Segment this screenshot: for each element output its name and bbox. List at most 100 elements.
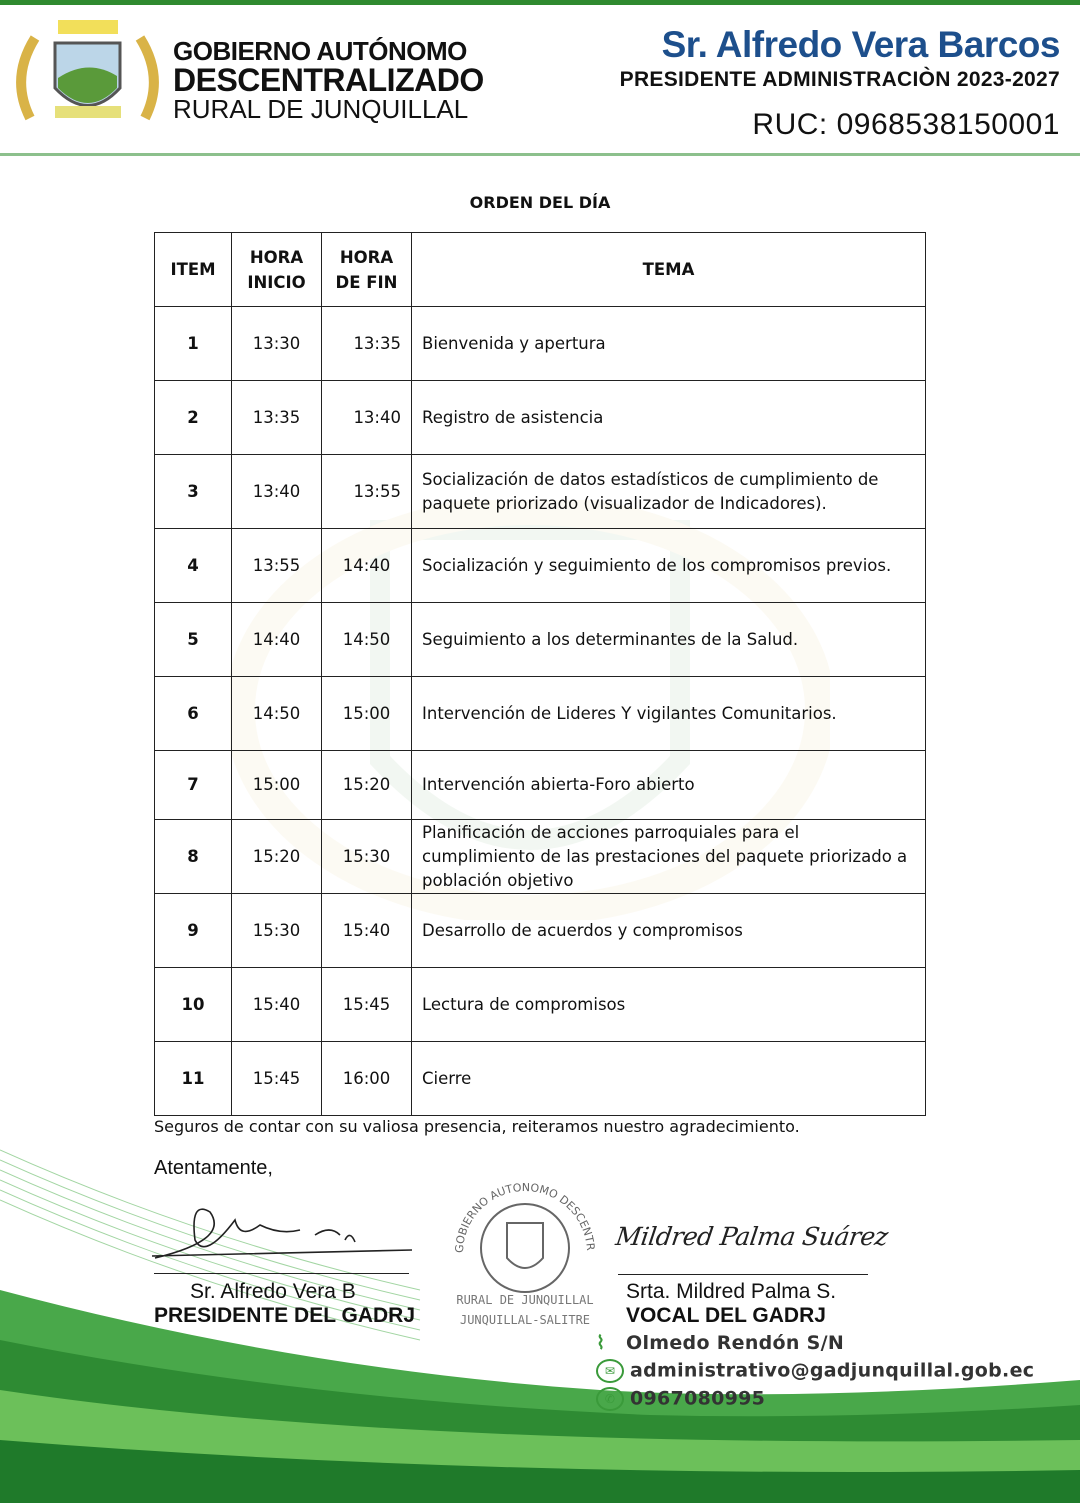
topic-cell: Intervención de Lideres Y vigilantes Com… (411, 676, 926, 751)
col-start: HORA INICIO (231, 232, 322, 307)
start-time-cell: 15:00 (231, 750, 322, 820)
topic-cell: Desarrollo de acuerdos y compromisos (411, 893, 926, 968)
official-seal: GOBIERNO AUTONOMO DESCENTRALIZADO RURAL … (445, 1178, 597, 1327)
top-green-bar (0, 0, 1080, 5)
end-time-cell: 13:35 (321, 306, 412, 381)
gad-logo (16, 20, 159, 121)
phone-line: ✆ 0967080995 (596, 1387, 765, 1411)
end-time-cell: 13:55 (321, 454, 412, 529)
item-cell: 11 (154, 1041, 232, 1116)
table-row: 4 13:55 14:40 Socialización y seguimiento d… (154, 528, 926, 603)
end-time-cell: 15:30 (321, 819, 412, 894)
topic-cell: Planificación de acciones parroquiales p… (411, 819, 926, 894)
start-time-cell: 14:50 (231, 676, 322, 751)
right-signatory-role: VOCAL DEL GADRJ (626, 1304, 826, 1327)
end-time-cell: 15:20 (321, 750, 412, 820)
item-cell: 3 (154, 454, 232, 529)
phone-icon: ✆ (596, 1387, 624, 1411)
item-cell: 7 (154, 750, 232, 820)
table-header-row: ITEM HORA INICIO HORA DE FIN TEMA (154, 232, 926, 307)
end-time-cell: 14:50 (321, 602, 412, 677)
start-time-cell: 15:45 (231, 1041, 322, 1116)
salutation: Atentamente, (154, 1157, 273, 1179)
president-role: PRESIDENTE ADMINISTRACIÒN 2023-2027 (619, 68, 1060, 91)
topic-cell: Cierre (411, 1041, 926, 1116)
table-row: 5 14:40 14:50 Seguimiento a los determinant… (154, 602, 926, 677)
topic-cell: Lectura de compromisos (411, 967, 926, 1042)
org-line2: DESCENTRALIZADO (173, 62, 484, 98)
right-signature-line (618, 1274, 868, 1275)
svg-text:GOBIERNO AUTONOMO DESCENTRALIZ: GOBIERNO AUTONOMO DESCENTRALIZADO (445, 1178, 597, 1253)
topic-cell: Socialización de datos estadísticos de c… (411, 454, 926, 529)
item-cell: 1 (154, 306, 232, 381)
topic-cell: Bienvenida y apertura (411, 306, 926, 381)
address-text: Olmedo Rendón S/N (626, 1332, 845, 1354)
org-line3: RURAL DE JUNQUILLAL (173, 94, 469, 124)
table-row: 3 13:40 13:55 Socialización de datos estadí… (154, 454, 926, 529)
page-title: ORDEN DEL DÍA (469, 193, 611, 212)
col-end: HORA DE FIN (321, 232, 412, 307)
location-icon: ⌇ (596, 1332, 606, 1354)
org-line1: GOBIERNO AUTÓNOMO (173, 36, 467, 66)
topic-cell: Intervención abierta-Foro abierto (411, 750, 926, 820)
ruc-number: RUC: 0968538150001 (752, 108, 1060, 141)
table-row: 7 15:00 15:20 Intervención abierta-Foro abi… (154, 750, 926, 820)
col-item: ITEM (154, 232, 232, 307)
right-signature: Mildred Palma Suárez (613, 1222, 890, 1251)
right-signatory-name: Srta. Mildred Palma S. (626, 1280, 837, 1303)
topic-cell: Seguimiento a los determinantes de la Sa… (411, 602, 926, 677)
item-cell: 8 (154, 819, 232, 894)
closing-text: Seguros de contar con su valiosa presenc… (154, 1117, 800, 1136)
table-row: 9 15:30 15:40 Desarrollo de acuerdos y comp… (154, 893, 926, 968)
table-row: 11 15:45 16:00 Cierre (154, 1041, 926, 1116)
start-time-cell: 13:55 (231, 528, 322, 603)
table-row: 6 14:50 15:00 Intervención de Lideres Y vig… (154, 676, 926, 751)
address-line: ⌇ Olmedo Rendón S/N (596, 1332, 844, 1354)
start-time-cell: 15:40 (231, 967, 322, 1042)
item-cell: 2 (154, 380, 232, 455)
topic-cell: Socialización y seguimiento de los compr… (411, 528, 926, 603)
end-time-cell: 13:40 (321, 380, 412, 455)
left-signatory-role: PRESIDENTE DEL GADRJ (154, 1304, 415, 1327)
end-time-cell: 16:00 (321, 1041, 412, 1116)
end-time-cell: 15:00 (321, 676, 412, 751)
seal-ring-text: GOBIERNO AUTONOMO DESCENTRALIZADO (445, 1178, 597, 1253)
table-row: 10 15:40 15:45 Lectura de compromisos (154, 967, 926, 1042)
agenda-table: ITEM HORA INICIO HORA DE FIN TEMA 1 13:30… (154, 232, 926, 1116)
president-block: Sr. Alfredo Vera Barcos PRESIDENTE ADMIN… (619, 24, 1061, 142)
president-name: Sr. Alfredo Vera Barcos (661, 24, 1061, 65)
end-time-cell: 15:40 (321, 893, 412, 968)
organization-name: GOBIERNO AUTÓNOMO DESCENTRALIZADO RURAL … (173, 38, 484, 122)
item-cell: 10 (154, 967, 232, 1042)
item-cell: 9 (154, 893, 232, 968)
right-signatory: Srta. Mildred Palma S. VOCAL DEL GADRJ (626, 1280, 836, 1328)
header-divider (0, 153, 1080, 156)
item-cell: 6 (154, 676, 232, 751)
table-row: 8 15:20 15:30 Planificación de acciones par… (154, 819, 926, 894)
item-cell: 5 (154, 602, 232, 677)
col-topic: TEMA (411, 232, 926, 307)
start-time-cell: 13:40 (231, 454, 322, 529)
start-time-cell: 15:20 (231, 819, 322, 894)
start-time-cell: 13:30 (231, 306, 322, 381)
start-time-cell: 13:35 (231, 380, 322, 455)
start-time-cell: 15:30 (231, 893, 322, 968)
seal-line2: JUNQUILLAL-SALITRE (460, 1313, 590, 1327)
left-signatory: Sr. Alfredo Vera B PRESIDENTE DEL GADRJ (154, 1280, 415, 1328)
start-time-cell: 14:40 (231, 602, 322, 677)
topic-cell: Registro de asistencia (411, 380, 926, 455)
end-time-cell: 15:45 (321, 967, 412, 1042)
left-signature-line (154, 1273, 409, 1274)
mail-icon: ✉ (596, 1359, 624, 1383)
item-cell: 4 (154, 528, 232, 603)
left-signature (151, 1208, 413, 1259)
phone-text: 0967080995 (630, 1387, 766, 1410)
seal-line1: RURAL DE JUNQUILLAL (456, 1293, 593, 1307)
end-time-cell: 14:40 (321, 528, 412, 603)
left-signatory-name: Sr. Alfredo Vera B (190, 1280, 356, 1303)
footer-green-swoosh (0, 1149, 1080, 1503)
email-line: ✉ administrativo@gadjunquillal.gob.ec (596, 1359, 1034, 1383)
table-row: 1 13:30 13:35 Bienvenida y apertura (154, 306, 926, 381)
table-row: 2 13:35 13:40 Registro de asistencia (154, 380, 926, 455)
email-text[interactable]: administrativo@gadjunquillal.gob.ec (630, 1359, 1035, 1382)
